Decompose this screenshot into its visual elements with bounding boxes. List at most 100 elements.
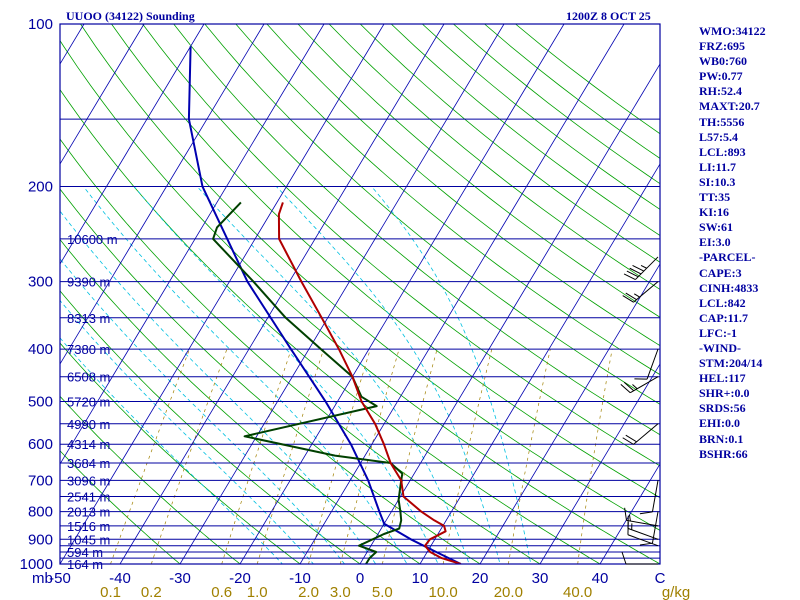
index-item: CINH:4833: [699, 280, 759, 295]
mixing-ratio-unit-label: g/kg: [662, 584, 690, 600]
pressure-tick-label: 1000: [20, 556, 53, 573]
wind-barb-flag: [632, 264, 645, 272]
wind-barb-flag: [625, 434, 637, 443]
mixing-ratio-line: [256, 348, 325, 564]
temperature-tick-label: -20: [229, 570, 251, 587]
height-label: 594 m: [67, 545, 103, 560]
mixing-ratio-tick-label: 1.0: [247, 584, 268, 600]
pressure-tick-label: 900: [28, 531, 53, 548]
temperature-tick-label: C: [655, 570, 666, 587]
wind-barb: [621, 551, 658, 565]
isotherm: [60, 24, 205, 265]
wind-barb: [620, 376, 659, 394]
height-label: 5720 m: [67, 394, 110, 409]
moist-adiabat: [60, 299, 314, 564]
sounding-datetime: 1200Z 8 OCT 25: [566, 9, 651, 23]
index-item: RH:52.4: [699, 84, 742, 99]
temperature-tick-label: 30: [532, 570, 549, 587]
wind-barb-staff: [651, 480, 659, 512]
index-item: WMO:34122: [699, 24, 766, 38]
dry-adiabat: [60, 290, 361, 564]
moist-adiabat: [60, 258, 345, 564]
height-label: 164 m: [67, 557, 103, 572]
pressure-unit-label: mb: [32, 570, 53, 587]
wind-barb-half-flag: [629, 514, 631, 522]
isotherm: [239, 24, 565, 564]
mixing-ratio-line: [150, 348, 228, 564]
dewpoint-trace: [212, 201, 404, 564]
wind-barb-flag: [639, 542, 653, 546]
index-item: HEL:117: [699, 371, 746, 386]
isobars: [60, 23, 660, 565]
index-item: -PARCEL-: [699, 250, 756, 265]
dry-adiabat: [328, 24, 660, 290]
mixing-ratio-tick-label: 10.0: [429, 584, 458, 600]
dry-adiabat: [60, 342, 301, 564]
mixing-ratio-tick-label: 3.0: [330, 584, 351, 600]
temperature-trace: [277, 202, 462, 564]
temperature-tick-label: 40: [592, 570, 609, 587]
index-item: TH:5556: [699, 114, 745, 129]
dry-adiabat: [80, 24, 660, 531]
isotherm: [119, 24, 445, 564]
pressure-tick-label: 200: [28, 179, 53, 196]
height-label: 4314 m: [67, 437, 110, 452]
pressure-tick-label: 100: [28, 16, 53, 33]
index-item: BRN:0.1: [699, 431, 744, 446]
dry-adiabat: [359, 24, 660, 263]
mixing-ratio-tick-label: 0.6: [211, 584, 232, 600]
isotherm: [419, 163, 660, 564]
wind-barb-staff: [626, 519, 659, 527]
wind-barbs: [620, 256, 659, 565]
wind-barb-staff: [630, 376, 659, 394]
index-item: SHR+:0.0: [699, 386, 750, 401]
wind-barb-half-flag: [632, 384, 638, 390]
wind-barb-staff: [627, 534, 659, 547]
height-label: 4990 m: [67, 417, 110, 432]
temperature-tick-label: 20: [472, 570, 489, 587]
wind-barb: [622, 281, 659, 303]
pressure-tick-label: 700: [28, 472, 53, 489]
dry-adiabat: [297, 24, 660, 318]
index-item: KI:16: [699, 205, 729, 220]
pressure-tick-label: 400: [28, 341, 53, 358]
height-label: 8313 m: [67, 311, 110, 326]
isotherm: [359, 63, 660, 564]
wind-barb-staff: [633, 423, 659, 445]
dry-adiabat: [60, 138, 541, 564]
pressure-tick-label: 800: [28, 504, 53, 521]
moist-adiabat: [371, 186, 532, 564]
height-label: 1045 m: [67, 532, 110, 547]
temperature-tick-label: -40: [109, 570, 131, 587]
height-label: 1516 m: [67, 519, 110, 534]
isotherm: [479, 263, 660, 564]
wind-barb-half-flag: [633, 293, 640, 298]
wind-barb-flag: [626, 270, 639, 278]
mixing-ratio-tick-label: 40.0: [563, 584, 592, 600]
height-label: 3684 m: [67, 456, 110, 471]
mixing-ratio-tick-label: 2.0: [298, 584, 319, 600]
isotherm: [599, 463, 660, 564]
isotherm: [60, 24, 385, 564]
plot-frame: [59, 23, 661, 565]
moist-adiabat: [83, 186, 408, 564]
height-label: 3096 m: [67, 473, 110, 488]
index-item: PW:0.77: [699, 69, 743, 84]
pressure-tick-label: 500: [28, 393, 53, 410]
index-item: EI:3.0: [699, 235, 731, 250]
wind-barb-flag: [621, 551, 627, 565]
index-item: TT:35: [699, 190, 731, 205]
index-item: SRDS:56: [699, 401, 746, 416]
isotherm: [299, 24, 625, 564]
dry-adiabat: [235, 24, 660, 376]
wind-barb-flag: [625, 292, 637, 301]
height-label: 10600 m: [67, 232, 118, 247]
wind-barb: [639, 480, 659, 515]
index-item: -WIND-: [699, 340, 741, 355]
index-item: LI:11.7: [699, 159, 737, 174]
mixing-ratio-line: [221, 348, 292, 564]
isotherm: [60, 24, 265, 365]
temperature-tick-label: -30: [169, 570, 191, 587]
mixing-ratio-tick-label: 20.0: [494, 584, 523, 600]
